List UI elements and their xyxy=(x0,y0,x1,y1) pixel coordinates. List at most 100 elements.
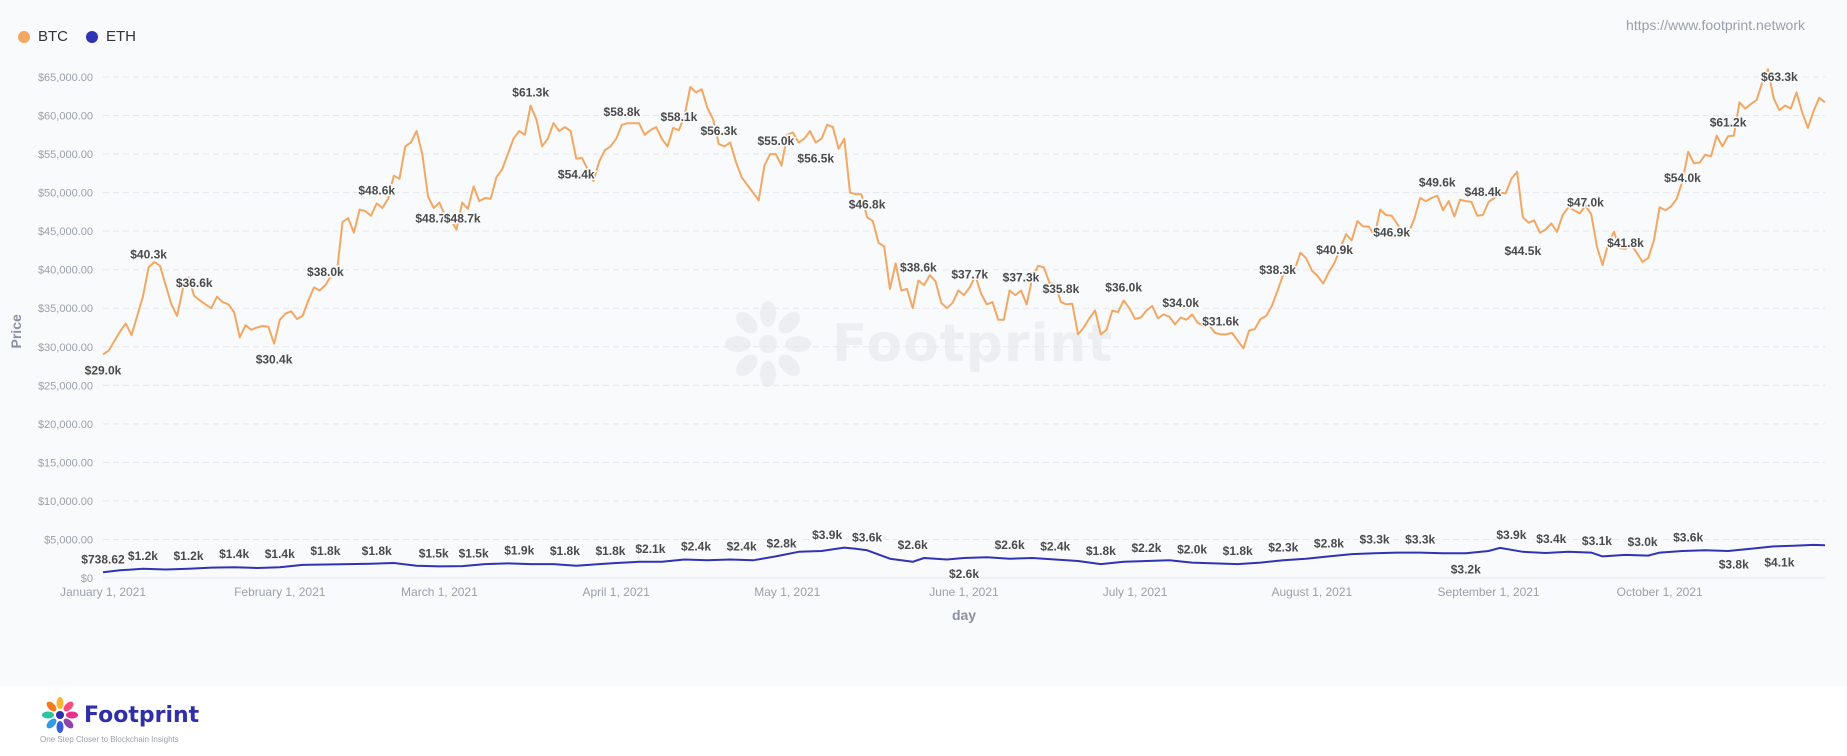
data-label-eth: $1.2k xyxy=(128,549,158,563)
x-tick-label: August 1, 2021 xyxy=(1271,585,1352,599)
data-label-btc: $37.3k xyxy=(1003,271,1040,285)
data-label-btc: $58.8k xyxy=(604,105,641,119)
btc-legend-dot xyxy=(18,30,30,43)
series-line-eth xyxy=(102,543,1826,574)
x-tick-label: July 1, 2021 xyxy=(1103,585,1168,599)
data-label-btc: $34.0k xyxy=(1162,296,1199,310)
data-label-btc: $56.3k xyxy=(700,124,737,138)
x-tick-label: January 1, 2021 xyxy=(60,585,146,599)
y-tick-label: $5,000.00 xyxy=(44,534,93,546)
y-tick-label: $25,000.00 xyxy=(38,380,93,392)
data-label-eth: $1.5k xyxy=(459,546,489,560)
x-tick-label: April 1, 2021 xyxy=(582,585,650,599)
data-label-btc: $36.0k xyxy=(1105,281,1142,295)
footprint-logo-icon xyxy=(42,697,78,733)
data-label-btc: $38.0k xyxy=(307,265,344,279)
x-tick-label: March 1, 2021 xyxy=(401,585,478,599)
data-label-btc: $40.9k xyxy=(1316,243,1353,257)
series-line-btc xyxy=(102,68,1826,356)
data-label-btc: $44.5k xyxy=(1504,244,1541,258)
data-label-eth: $1.5k xyxy=(419,546,449,560)
data-label-eth: $1.8k xyxy=(550,544,580,558)
data-label-eth: $2.4k xyxy=(681,540,711,554)
watermark-logo-icon xyxy=(725,301,811,387)
data-label-eth: $2.3k xyxy=(1268,540,1298,554)
y-tick-label: $55,000.00 xyxy=(38,149,93,161)
x-tick-label: October 1, 2021 xyxy=(1617,585,1703,599)
data-label-eth: $3.6k xyxy=(852,530,882,544)
y-tick-label: $40,000.00 xyxy=(38,265,93,277)
data-label-btc: $38.3k xyxy=(1259,263,1296,277)
footer: Footprint One Step Closer to Blockchain … xyxy=(0,686,1847,756)
data-label-btc: $54.4k xyxy=(558,168,595,182)
data-label-eth: $2.8k xyxy=(1314,536,1344,550)
legend-label-eth: ETH xyxy=(106,28,136,45)
x-tick-label: February 1, 2021 xyxy=(234,585,326,599)
footer-tagline: One Step Closer to Blockchain Insights xyxy=(40,735,179,744)
data-label-eth: $1.8k xyxy=(310,544,340,558)
watermark-text: Footprint xyxy=(832,314,1114,374)
data-label-eth: $3.2k xyxy=(1451,562,1481,576)
legend-label-btc: BTC xyxy=(38,28,68,45)
data-label-eth: $2.1k xyxy=(635,542,665,556)
data-label-eth: $1.9k xyxy=(504,543,534,557)
legend-item-btc[interactable]: BTC xyxy=(18,28,68,45)
data-label-btc: $56.5k xyxy=(797,152,834,166)
x-tick-label: May 1, 2021 xyxy=(754,585,820,599)
data-label-btc: $38.6k xyxy=(900,260,937,274)
data-label-btc: $46.9k xyxy=(1373,226,1410,240)
data-label-eth: $3.8k xyxy=(1719,558,1749,572)
legend: BTC ETH xyxy=(18,28,136,45)
data-label-eth: $1.4k xyxy=(219,547,249,561)
data-label-btc: $61.2k xyxy=(1710,115,1747,129)
data-label-eth: $2.4k xyxy=(727,540,757,554)
data-label-eth: $3.4k xyxy=(1536,532,1566,546)
data-label-eth: $3.1k xyxy=(1582,534,1612,548)
x-tick-label: September 1, 2021 xyxy=(1438,585,1540,599)
data-label-eth: $1.8k xyxy=(1086,544,1116,558)
chart-area: BTC ETH https://www.footprint.network Fo… xyxy=(8,17,1826,623)
eth-legend-dot xyxy=(86,30,98,43)
y-tick-label: $30,000.00 xyxy=(38,342,93,354)
data-label-eth: $2.8k xyxy=(767,536,797,550)
data-label-eth: $2.2k xyxy=(1131,541,1161,555)
data-label-btc: $35.8k xyxy=(1043,282,1080,296)
price-line-chart: $0 $5,000.00 $10,000.00 $15,000.00 $20,000.0… xyxy=(8,68,1826,623)
data-label-btc: $30.4k xyxy=(256,353,293,367)
data-label-btc: $37.7k xyxy=(951,267,988,281)
data-label-btc: $49.6k xyxy=(1419,176,1456,190)
data-label-eth: $2.6k xyxy=(995,538,1025,552)
data-label-btc: $58.1k xyxy=(661,110,698,124)
legend-item-eth[interactable]: ETH xyxy=(86,28,136,45)
y-tick-label: $20,000.00 xyxy=(38,419,93,431)
data-label-btc: $54.0k xyxy=(1664,171,1701,185)
data-label-eth: $738.62 xyxy=(81,552,125,566)
x-axis-title: day xyxy=(952,607,976,623)
data-label-eth: $2.4k xyxy=(1040,540,1070,554)
data-label-btc: $48.6k xyxy=(358,183,395,197)
y-axis-title: Price xyxy=(8,314,24,348)
data-label-btc: $40.3k xyxy=(130,247,167,261)
data-label-eth: $3.9k xyxy=(1496,528,1526,542)
footer-logo[interactable]: Footprint xyxy=(40,695,199,735)
data-label-btc: $48.7k xyxy=(415,212,452,226)
watermark: Footprint xyxy=(722,298,1113,390)
data-label-eth: $4.1k xyxy=(1764,555,1794,569)
data-label-eth: $2.0k xyxy=(1177,543,1207,557)
data-label-eth: $3.3k xyxy=(1360,533,1390,547)
y-tick-label: $15,000.00 xyxy=(38,457,93,469)
y-tick-label: $45,000.00 xyxy=(38,226,93,238)
y-tick-label: $35,000.00 xyxy=(38,303,93,315)
data-label-btc: $55.0k xyxy=(757,134,794,148)
y-tick-label: $65,000.00 xyxy=(38,72,93,84)
data-label-eth: $1.8k xyxy=(362,544,392,558)
data-label-btc: $61.3k xyxy=(512,86,549,100)
data-label-btc: $48.4k xyxy=(1465,185,1502,199)
data-label-btc: $29.0k xyxy=(85,363,122,377)
source-url[interactable]: https://www.footprint.network xyxy=(1626,17,1805,33)
data-label-eth: $1.8k xyxy=(1223,544,1253,558)
data-label-eth: $3.0k xyxy=(1628,535,1658,549)
data-label-eth: $2.6k xyxy=(949,567,979,581)
data-label-btc: $41.8k xyxy=(1607,236,1644,250)
data-label-btc: $31.6k xyxy=(1202,314,1239,328)
